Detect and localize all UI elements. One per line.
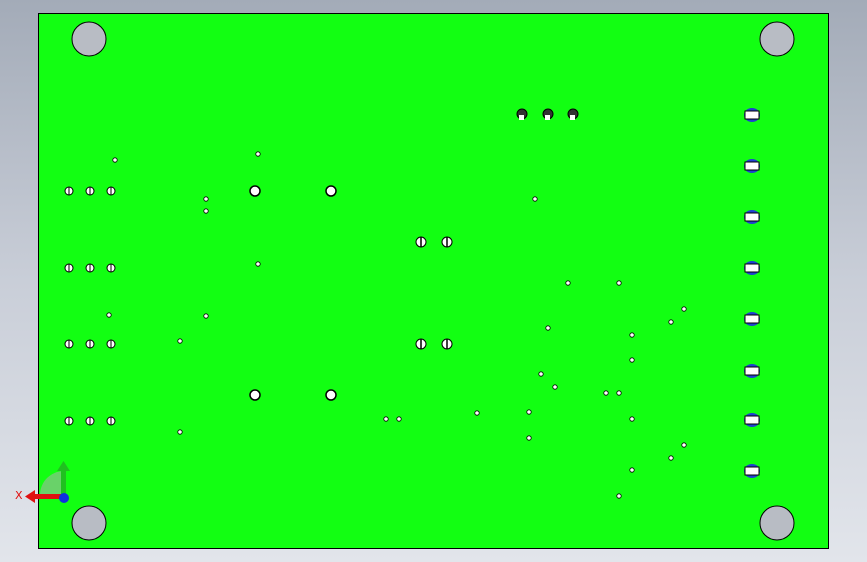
small-via bbox=[177, 429, 183, 435]
small-via bbox=[383, 416, 389, 422]
small-via bbox=[203, 208, 209, 214]
small-via bbox=[545, 325, 551, 331]
x-axis-label: X bbox=[15, 489, 23, 502]
small-via bbox=[603, 390, 609, 396]
connector-slot bbox=[744, 366, 760, 376]
mounting-hole bbox=[759, 21, 795, 57]
connector-slot bbox=[744, 466, 760, 476]
small-via bbox=[112, 157, 118, 163]
via-large bbox=[249, 389, 261, 401]
z-axis-dot bbox=[59, 493, 69, 503]
small-via bbox=[177, 338, 183, 344]
mounting-hole bbox=[759, 505, 795, 541]
dark-pad-notch bbox=[545, 115, 550, 120]
small-via bbox=[616, 280, 622, 286]
small-via bbox=[629, 332, 635, 338]
via-large bbox=[325, 185, 337, 197]
small-via bbox=[629, 467, 635, 473]
small-via bbox=[255, 151, 261, 157]
connector-slot bbox=[744, 110, 760, 120]
small-via bbox=[552, 384, 558, 390]
small-via bbox=[255, 261, 261, 267]
small-via bbox=[474, 410, 480, 416]
connector-slot bbox=[744, 415, 760, 425]
small-via bbox=[538, 371, 544, 377]
via-large bbox=[325, 389, 337, 401]
connector-slot bbox=[744, 212, 760, 222]
small-via bbox=[629, 416, 635, 422]
small-via bbox=[616, 390, 622, 396]
small-via bbox=[629, 357, 635, 363]
small-via bbox=[396, 416, 402, 422]
small-via bbox=[681, 442, 687, 448]
small-via bbox=[565, 280, 571, 286]
pcb-board[interactable] bbox=[38, 13, 829, 549]
y-axis-arrow bbox=[61, 470, 66, 496]
small-via bbox=[203, 313, 209, 319]
connector-slot bbox=[744, 314, 760, 324]
small-via bbox=[681, 306, 687, 312]
small-via bbox=[526, 435, 532, 441]
dark-pad-notch bbox=[570, 115, 575, 120]
mounting-hole bbox=[71, 505, 107, 541]
small-via bbox=[616, 493, 622, 499]
triad-plane-icon bbox=[40, 471, 64, 495]
connector-slot bbox=[744, 161, 760, 171]
x-axis-arrow bbox=[34, 494, 64, 499]
connector-slot bbox=[744, 263, 760, 273]
via-large bbox=[249, 185, 261, 197]
small-via bbox=[668, 455, 674, 461]
dark-pad-notch bbox=[519, 115, 524, 120]
axis-triad: X bbox=[15, 461, 70, 503]
small-via bbox=[668, 319, 674, 325]
mounting-hole bbox=[71, 21, 107, 57]
small-via bbox=[526, 409, 532, 415]
small-via bbox=[532, 196, 538, 202]
small-via bbox=[106, 312, 112, 318]
small-via bbox=[203, 196, 209, 202]
